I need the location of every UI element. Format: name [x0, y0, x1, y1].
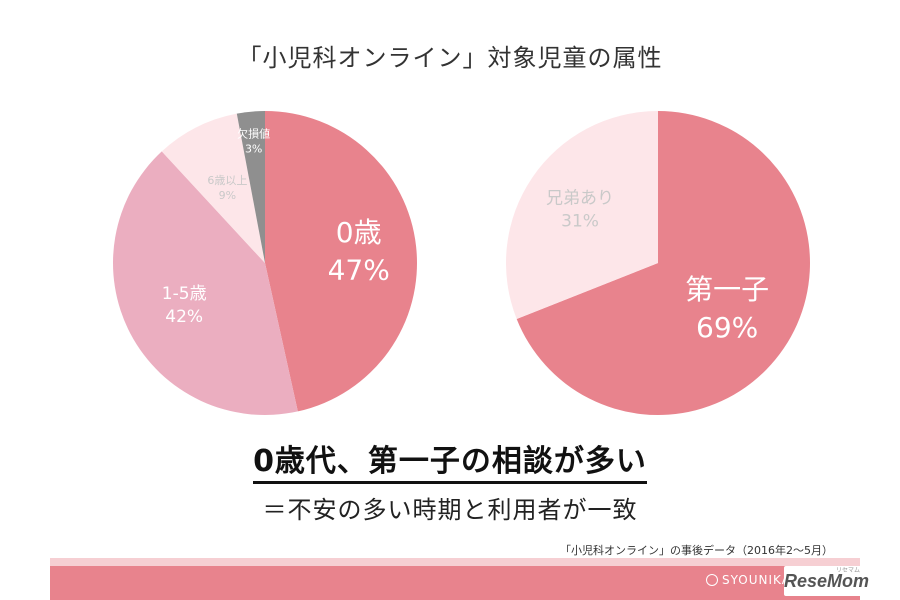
chart-title: 「小児科オンライン」対象児童の属性 — [237, 44, 663, 72]
resemom-logo: リセマム ReseMom — [784, 566, 870, 596]
brand-mark: SYOUNIKA — [706, 573, 791, 587]
pie-value-1-1: 31% — [561, 212, 599, 232]
subline: ＝不安の多い時期と利用者が一致 — [262, 496, 638, 524]
pie-value-0-2: 9% — [219, 189, 236, 202]
pie-slice-0-1 — [112, 151, 298, 416]
pie-slice-0-2 — [161, 113, 265, 264]
pie-label-1-0: 第一子 — [685, 273, 769, 306]
logo-reading: リセマム — [835, 567, 860, 574]
pie-slice-0-3 — [236, 111, 265, 263]
footer-band-light — [50, 558, 860, 566]
pie-slice-1-0 — [516, 111, 810, 415]
pie-label-0-1: 1-5歳 — [162, 284, 207, 304]
pie-chart-siblings: 第一子 69% 兄弟あり 31% — [505, 111, 810, 415]
pie-label-0-2: 6歳以上 — [207, 174, 247, 187]
brand-icon — [706, 574, 718, 586]
pie-slice-0-0 — [265, 111, 417, 412]
pie-value-0-1: 42% — [165, 307, 203, 327]
pie-label-0-0: 0歳 — [336, 216, 382, 249]
pie-value-0-0: 47% — [328, 254, 390, 287]
brand-name: SYOUNIKA — [722, 573, 791, 587]
headline-text: 0歳代、第一子の相談が多い — [253, 444, 647, 484]
pie-label-1-1: 兄弟あり — [546, 189, 614, 209]
pie-slice-1-1 — [505, 111, 658, 319]
pie-value-1-0: 69% — [696, 311, 758, 344]
headline: 0歳代、第一子の相談が多い — [0, 436, 900, 484]
logo-text: ReseMom — [784, 571, 870, 591]
source-note: 「小児科オンライン」の事後データ（2016年2〜5月） — [560, 544, 833, 557]
pie-label-0-3: 欠損値 — [237, 127, 270, 141]
pie-value-0-3: 3% — [245, 142, 262, 155]
footer-band — [50, 566, 860, 600]
